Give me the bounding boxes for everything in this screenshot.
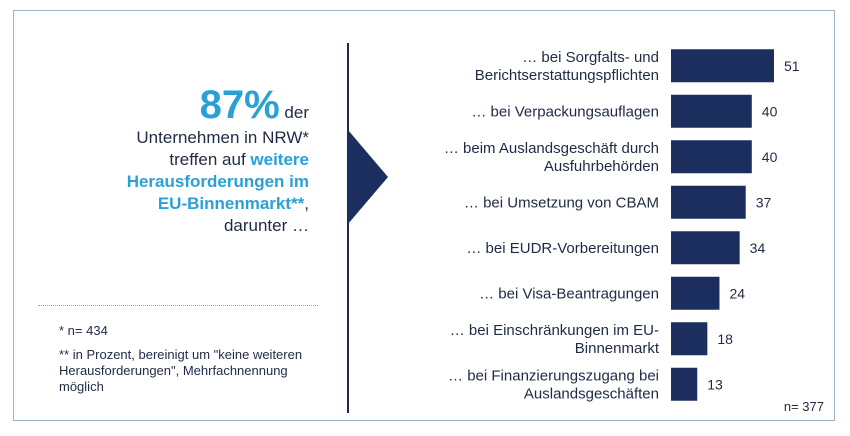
headline-accent3: EU-Binnenmarkt**	[157, 194, 305, 213]
category-label-7-line-1: … bei Einschränkungen im EU-	[450, 322, 659, 339]
value-label-7: 18	[717, 331, 733, 347]
value-label-3: 40	[762, 149, 778, 165]
category-label-4-line-1: … bei Umsetzung von CBAM	[464, 194, 659, 211]
category-label-8-line-2: Auslandsgeschäften	[524, 385, 659, 402]
bar-1	[671, 49, 774, 83]
category-label-5-line-1: … bei EUDR-Vorbereitungen	[466, 240, 659, 257]
summary-panel: 87% der Unternehmen in NRW* treffen auf …	[14, 11, 329, 421]
footnote-percentage-note: ** in Prozent, bereinigt um "keine weite…	[59, 347, 303, 394]
vertical-divider	[347, 43, 349, 413]
bar-4	[671, 185, 746, 219]
category-label-7-line-2: Binnenmarkt	[575, 340, 660, 357]
chart-frame: 87% der Unternehmen in NRW* treffen auf …	[13, 10, 835, 421]
bar-7	[671, 322, 708, 356]
category-label-6-line-1: … bei Visa-Beantragungen	[479, 285, 659, 302]
footnote-sample-size: * n= 434	[59, 323, 108, 338]
arrow-right-icon	[348, 130, 388, 224]
value-label-1: 51	[784, 58, 800, 74]
headline-line2-prefix: treffen auf	[169, 150, 246, 169]
headline-percentage: 87%	[199, 83, 280, 127]
value-label-8: 13	[707, 376, 723, 392]
headline-line1: Unternehmen in NRW*	[136, 128, 309, 147]
value-label-5: 34	[750, 240, 766, 256]
bar-2	[671, 94, 752, 128]
bar-chart: 51 … bei Sorgfalts- undBerichtserstattung…	[444, 49, 800, 403]
headline-accent2: Herausforderungen im	[126, 172, 309, 191]
category-label-3-line-1: … beim Auslandsgeschäft durch	[444, 140, 659, 157]
headline: 87% der Unternehmen in NRW* treffen auf …	[19, 83, 309, 237]
bar-8	[671, 367, 698, 401]
headline-last-line: darunter …	[223, 216, 309, 235]
value-label-2: 40	[762, 103, 778, 119]
value-label-6: 24	[729, 285, 745, 301]
total-sample-size: n= 377	[783, 399, 824, 414]
value-label-4: 37	[756, 194, 772, 210]
category-label-8-line-1: … bei Finanzierungszugang bei	[448, 367, 659, 384]
divider	[38, 305, 318, 306]
bar-3	[671, 140, 752, 174]
headline-accent1: weitere	[250, 150, 309, 169]
category-label-1-line-1: … bei Sorgfalts- und	[522, 49, 659, 66]
category-label-3-line-2: Ausfuhrbehörden	[544, 158, 659, 175]
headline-pct-word: der	[284, 103, 309, 122]
bar-6	[671, 276, 720, 310]
category-label-2-line-1: … bei Verpackungsauflagen	[471, 103, 659, 120]
category-label-1-line-2: Berichtserstattungspflichten	[475, 67, 659, 84]
headline-accent-suffix: ,	[304, 194, 309, 213]
bar-5	[671, 231, 740, 265]
